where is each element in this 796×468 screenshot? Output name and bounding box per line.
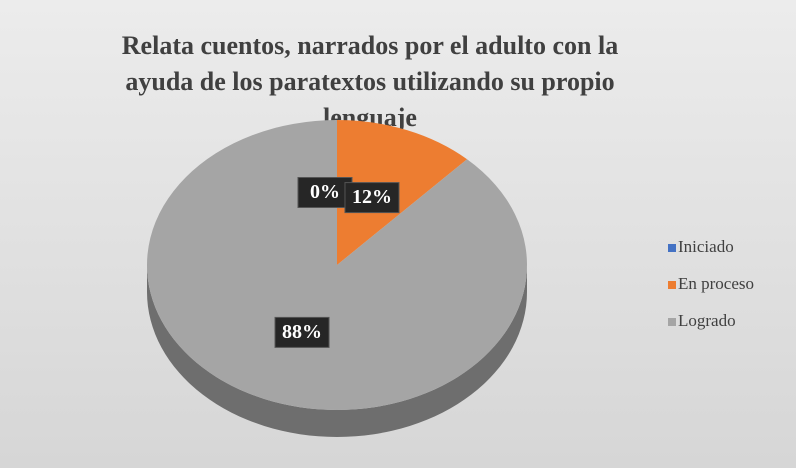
legend-label: Iniciado [678,237,734,256]
pie-slice [337,120,468,265]
legend-label: Logrado [678,311,736,330]
legend-swatch [668,281,676,289]
data-label: 0% [310,181,340,203]
legend-label: En proceso [678,274,754,293]
legend-swatch [668,244,676,252]
legend-swatch [668,318,676,326]
pie-side [147,265,527,437]
data-label: 12% [352,186,392,208]
chart-title: Relata cuentos, narrados por el adulto c… [121,31,619,132]
data-label: 88% [282,321,322,343]
data-label-box [274,316,330,348]
pie-slice [147,120,527,410]
data-label-box [297,177,353,208]
data-label-box [344,182,400,214]
